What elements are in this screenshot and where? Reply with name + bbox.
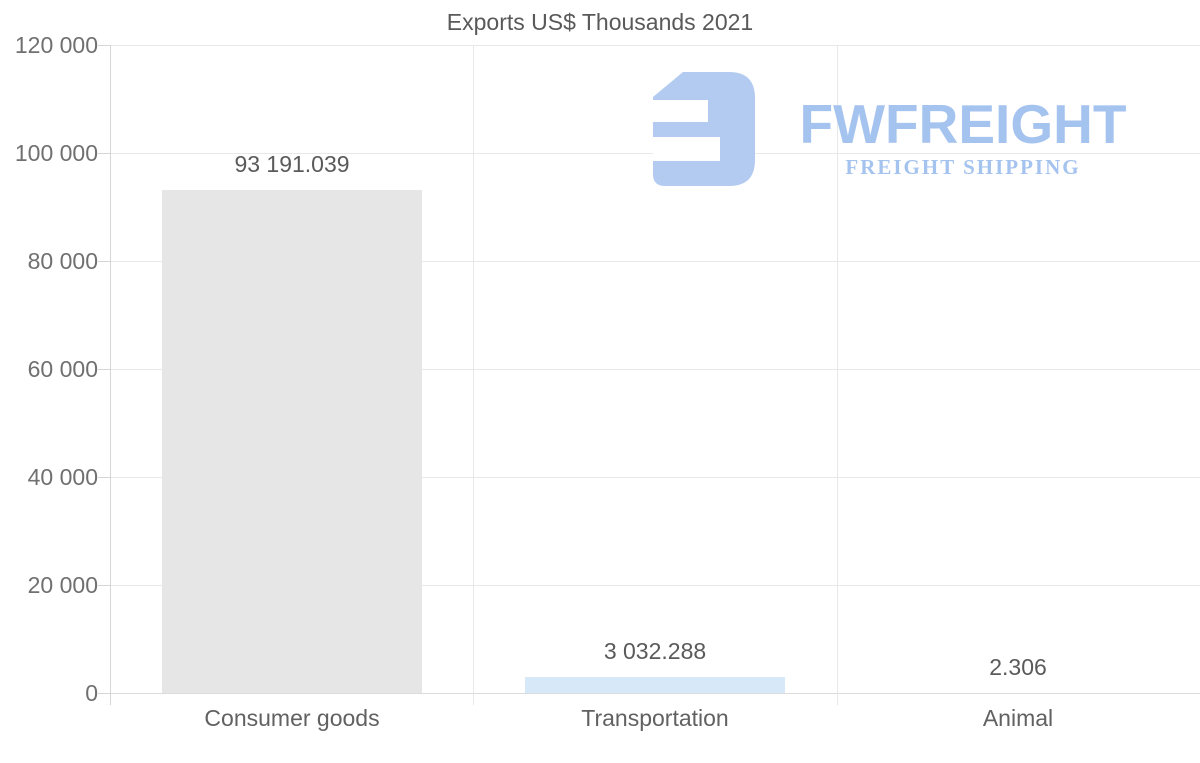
fwfreight-logo-icon bbox=[653, 72, 755, 186]
fwfreight-watermark: FWFREIGHT FREIGHT SHIPPING bbox=[653, 72, 1153, 188]
value-label-consumer-goods: 93 191.039 bbox=[234, 151, 350, 177]
brand-tagline: FREIGHT SHIPPING bbox=[845, 155, 1081, 179]
brand-name: FWFREIGHT bbox=[799, 93, 1127, 155]
y-gridline bbox=[110, 585, 1200, 586]
y-axis-label: 80 000 bbox=[27, 248, 98, 274]
y-axis-tick bbox=[98, 369, 110, 370]
value-label-transportation: 3 032.288 bbox=[603, 638, 707, 664]
y-axis-label: 40 000 bbox=[27, 464, 98, 490]
y-axis-label: 0 bbox=[85, 680, 98, 706]
bar-consumer-goods bbox=[162, 189, 422, 693]
chart-title: Exports US$ Thousands 2021 bbox=[446, 9, 754, 35]
y-axis-tick bbox=[98, 261, 110, 262]
category-gridline bbox=[837, 45, 838, 705]
category-label-transportation: Transportation bbox=[581, 705, 729, 731]
bar-transportation bbox=[525, 676, 785, 693]
y-axis-tick bbox=[98, 477, 110, 478]
y-gridline bbox=[110, 45, 1200, 46]
y-axis-label: 60 000 bbox=[27, 356, 98, 382]
y-axis-label: 120 000 bbox=[14, 32, 98, 58]
y-axis-tick bbox=[98, 585, 110, 586]
y-axis-label: 100 000 bbox=[14, 140, 98, 166]
y-gridline bbox=[110, 477, 1200, 478]
y-axis-tick bbox=[98, 693, 110, 694]
y-axis-label: 20 000 bbox=[27, 572, 98, 598]
y-axis-line bbox=[110, 45, 111, 705]
category-label-animal: Animal bbox=[982, 705, 1054, 731]
y-axis-tick bbox=[98, 45, 110, 46]
y-axis-tick bbox=[98, 153, 110, 154]
category-gridline bbox=[473, 45, 474, 705]
category-label-consumer-goods: Consumer goods bbox=[204, 705, 380, 731]
value-label-animal: 2.306 bbox=[989, 654, 1047, 680]
y-gridline bbox=[110, 261, 1200, 262]
y-gridline bbox=[110, 693, 1200, 694]
y-gridline bbox=[110, 369, 1200, 370]
